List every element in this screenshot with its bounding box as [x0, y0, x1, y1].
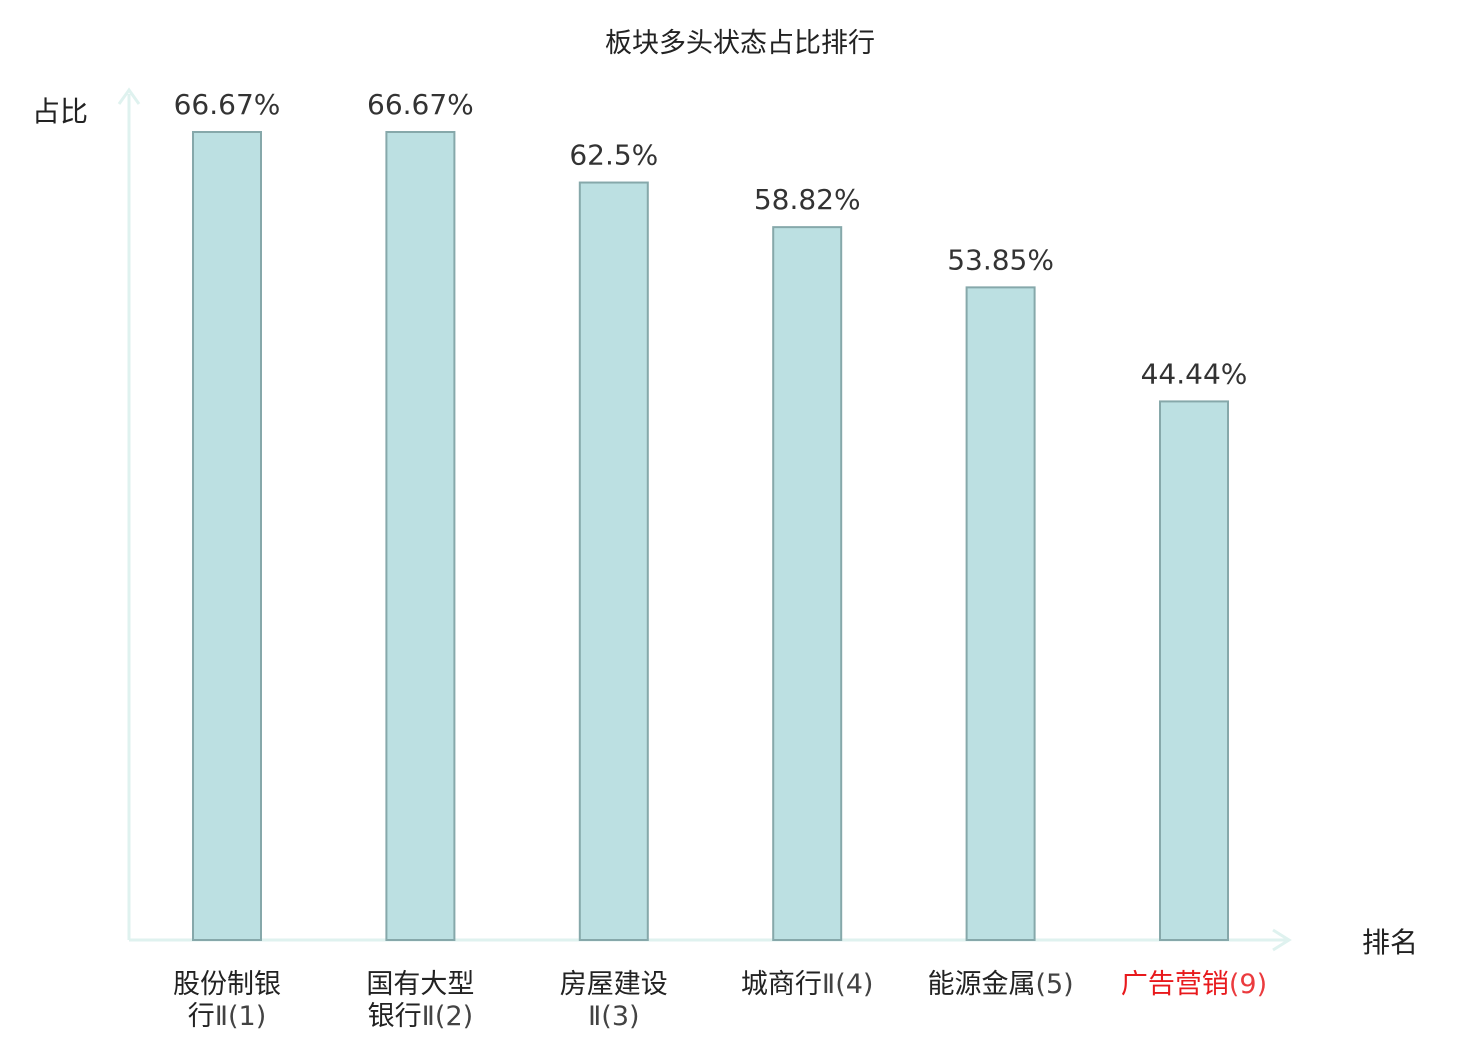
data-label: 44.44% — [1141, 357, 1248, 390]
category-label: 城商行Ⅱ(4) — [741, 969, 874, 1000]
bar — [192, 131, 262, 941]
x-axis-title: 排名 — [1362, 926, 1418, 959]
x-axis-arrow-icon — [1272, 928, 1292, 952]
bars-group — [192, 131, 1229, 942]
data-labels-group: 66.67% 66.67% 62.5% 58.82% 53.85% 44.44% — [174, 88, 1248, 390]
data-label: 58.82% — [754, 183, 861, 216]
category-label: 国有大型银行Ⅱ(2) — [366, 969, 474, 1032]
bar — [772, 226, 843, 941]
bar — [578, 181, 649, 941]
bar — [965, 286, 1036, 942]
category-label: 能源金属(5) — [927, 969, 1073, 1000]
y-axis-arrow-icon — [117, 87, 141, 105]
category-label: 房屋建设 Ⅱ(3) — [560, 969, 668, 1032]
chart-title: 板块多头状态占比排行 — [605, 28, 875, 59]
bar — [1159, 400, 1229, 941]
category-label: 股份制银行Ⅱ(1) — [173, 969, 281, 1032]
data-label: 66.67% — [174, 88, 281, 121]
data-label: 66.67% — [367, 88, 474, 121]
y-axis-title: 占比 — [32, 95, 88, 128]
category-labels-group: 股份制银行Ⅱ(1) 国有大型银行Ⅱ(2) 房屋建设 Ⅱ(3) 城商行Ⅱ(4) 能源金属(5… — [173, 969, 1267, 1032]
bar — [385, 131, 456, 941]
data-label: 53.85% — [947, 243, 1054, 276]
category-label: 广告营销(9) — [1121, 969, 1267, 1000]
data-label: 62.5% — [569, 139, 658, 172]
